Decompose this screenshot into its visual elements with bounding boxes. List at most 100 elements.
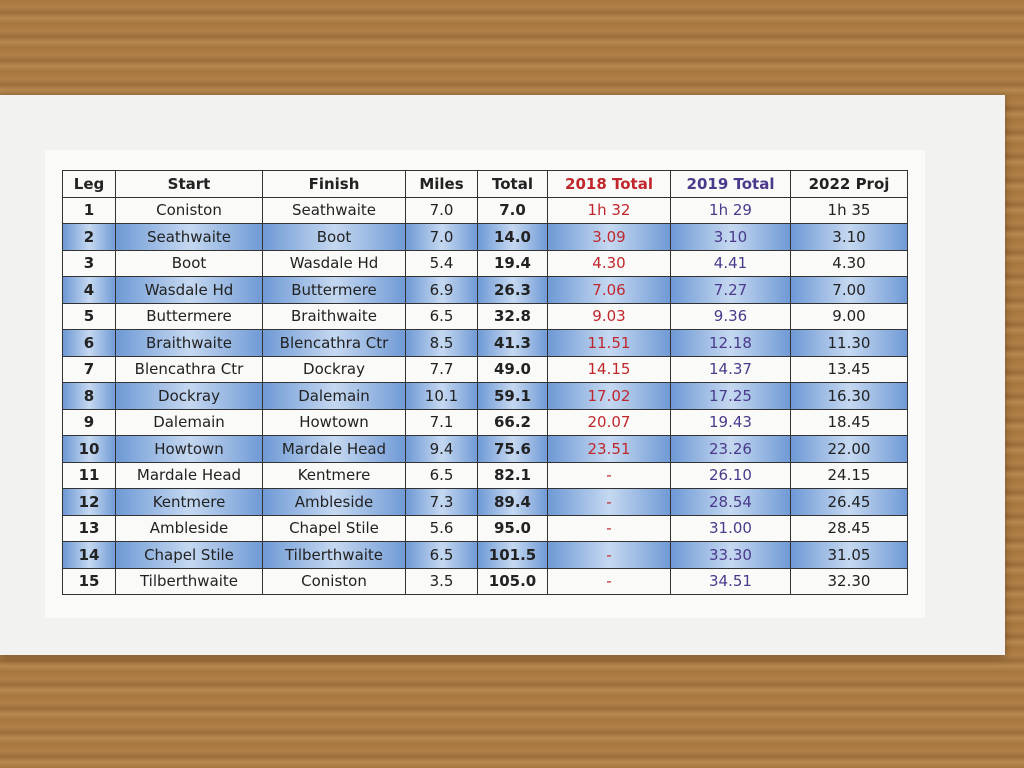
table-cell: 32.30	[790, 567, 908, 595]
table-cell: 7.00	[790, 276, 908, 304]
table-row: 9 Dalemain Howtown 7.1 66.2 20.07 19.43 18.45	[62, 408, 908, 436]
table-cell: 19.4	[477, 249, 548, 277]
table-cell: 4.41	[670, 249, 791, 277]
table-cell: -	[547, 461, 671, 489]
card: Leg Start Finish Miles Total 2018 Total 2019 T…	[0, 95, 1005, 655]
table-cell: Seathwaite	[262, 196, 406, 224]
table-row: 15 Tilberthwaite Coniston 3.5 105.0-34.51 32.…	[62, 567, 908, 595]
table-cell: 7.0	[477, 196, 548, 224]
header-cell: Start	[115, 170, 263, 198]
table-cell: 10.1	[405, 382, 478, 410]
table-cell: Wasdale Hd	[262, 249, 406, 277]
table-cell: 95.0	[477, 514, 548, 542]
table-cell: 101.5	[477, 541, 548, 569]
table-cell: Boot	[115, 249, 263, 277]
table-cell: 1	[62, 196, 116, 224]
table-cell: 1h 35	[790, 196, 908, 224]
table-cell: 17.25	[670, 382, 791, 410]
table-cell: 16.30	[790, 382, 908, 410]
table-cell: 1h 29	[670, 196, 791, 224]
table-cell: 89.4	[477, 488, 548, 516]
table-cell: 22.00	[790, 435, 908, 463]
table-cell: 6.5	[405, 541, 478, 569]
table-row: 14 Chapel Stile Tilberthwaite 6.5 101.5-33.3…	[62, 541, 908, 569]
table-cell: 2	[62, 223, 116, 251]
table-cell: 5.6	[405, 514, 478, 542]
table-cell: 24.15	[790, 461, 908, 489]
table-cell: 66.2	[477, 408, 548, 436]
table-cell: 6.9	[405, 276, 478, 304]
table-cell: Seathwaite	[115, 223, 263, 251]
table-cell: Howtown	[262, 408, 406, 436]
table-cell: Dalemain	[115, 408, 263, 436]
table-cell: 6.5	[405, 302, 478, 330]
table-cell: 34.51	[670, 567, 791, 595]
table-cell: 6	[62, 329, 116, 357]
table-cell: Kentmere	[262, 461, 406, 489]
table-cell: 59.1	[477, 382, 548, 410]
table-cell: 49.0	[477, 355, 548, 383]
table-cell: 26.3	[477, 276, 548, 304]
table-cell: 28.45	[790, 514, 908, 542]
table-cell: 1h 32	[547, 196, 671, 224]
table-cell: Tilberthwaite	[115, 567, 263, 595]
table-cell: 12	[62, 488, 116, 516]
table-cell: 75.6	[477, 435, 548, 463]
table-cell: Ambleside	[262, 488, 406, 516]
table-cell: Tilberthwaite	[262, 541, 406, 569]
table-cell: 13	[62, 514, 116, 542]
header-cell: 2019 Total	[670, 170, 791, 198]
table-cell: 9.00	[790, 302, 908, 330]
table-cell: 5.4	[405, 249, 478, 277]
table-row: 12 Kentmere Ambleside 7.3 89.4-28.54 26.45	[62, 488, 908, 516]
table-cell: 26.10	[670, 461, 791, 489]
table-cell: 11	[62, 461, 116, 489]
table-cell: 7.7	[405, 355, 478, 383]
header-cell: 2022 Proj	[790, 170, 908, 198]
table-cell: 41.3	[477, 329, 548, 357]
table-row: 3 Boot Wasdale Hd 5.4 19.4 4.30 4.41 4.30	[62, 249, 908, 277]
table-cell: 11.30	[790, 329, 908, 357]
table-cell: 7.0	[405, 196, 478, 224]
table-cell: Mardale Head	[115, 461, 263, 489]
table-cell: 33.30	[670, 541, 791, 569]
table-cell: 28.54	[670, 488, 791, 516]
table-cell: Boot	[262, 223, 406, 251]
table-cell: -	[547, 514, 671, 542]
table-row: 4 Wasdale Hd Buttermere 6.9 26.3 7.06 7.27 7.00	[62, 276, 908, 304]
table-row: 8 Dockray Dalemain 10.1 59.1 17.02 17.25 16.30	[62, 382, 908, 410]
table-cell: 3.5	[405, 567, 478, 595]
table-cell: 9.36	[670, 302, 791, 330]
table-cell: -	[547, 541, 671, 569]
table-row: 1 Coniston Seathwaite 7.0 7.0 1h 32 1h 29 1h 35	[62, 196, 908, 224]
table-cell: Coniston	[262, 567, 406, 595]
table-cell: 7.1	[405, 408, 478, 436]
table-cell: Blencathra Ctr	[262, 329, 406, 357]
table-row: 10 Howtown Mardale Head 9.4 75.6 23.51 23.26 22…	[62, 435, 908, 463]
table-cell: 6.5	[405, 461, 478, 489]
table-row: 5 Buttermere Braithwaite 6.5 32.8 9.03 9.36 9.0…	[62, 302, 908, 330]
table-row: 11 Mardale Head Kentmere 6.5 82.1-26.10 24.15	[62, 461, 908, 489]
sheet: Leg Start Finish Miles Total 2018 Total 2019 T…	[45, 150, 925, 618]
table-cell: Braithwaite	[262, 302, 406, 330]
table-cell: 13.45	[790, 355, 908, 383]
table-cell: 4.30	[790, 249, 908, 277]
table-cell: 9.03	[547, 302, 671, 330]
table-cell: Coniston	[115, 196, 263, 224]
table-cell: Chapel Stile	[262, 514, 406, 542]
table-cell: 9	[62, 408, 116, 436]
table-cell: 15	[62, 567, 116, 595]
table-cell: Howtown	[115, 435, 263, 463]
table-cell: Dalemain	[262, 382, 406, 410]
table-cell: 11.51	[547, 329, 671, 357]
table-cell: 7.3	[405, 488, 478, 516]
table-cell: 7.06	[547, 276, 671, 304]
table-cell: 8	[62, 382, 116, 410]
table-cell: 7.0	[405, 223, 478, 251]
table-cell: Dockray	[262, 355, 406, 383]
table-cell: Blencathra Ctr	[115, 355, 263, 383]
table-body: 1 Coniston Seathwaite 7.0 7.0 1h 32 1h 29 1h 35…	[62, 196, 908, 595]
table-cell: 20.07	[547, 408, 671, 436]
table-cell: Braithwaite	[115, 329, 263, 357]
